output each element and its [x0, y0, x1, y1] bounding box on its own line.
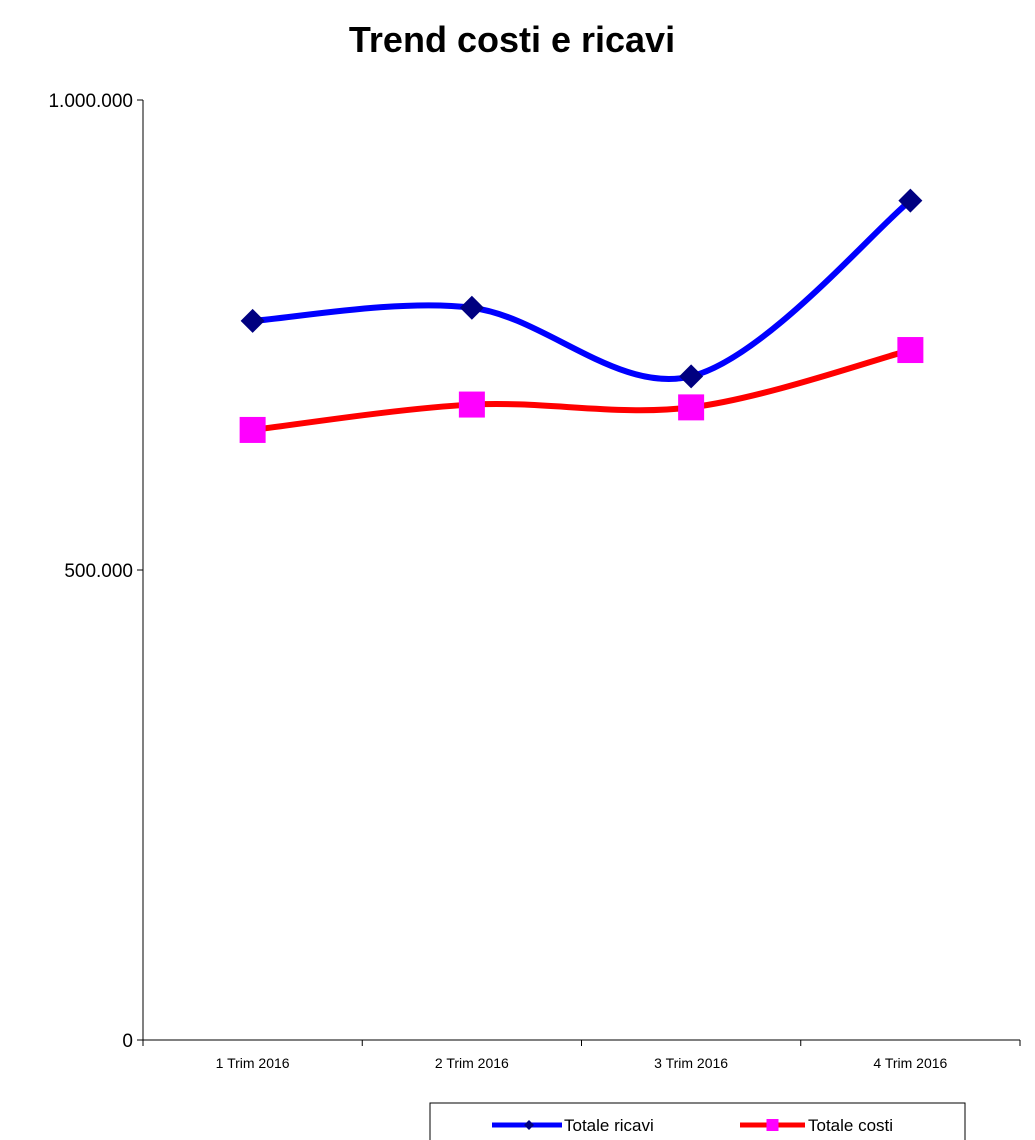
y-tick-label: 1.000.000 — [48, 91, 133, 112]
data-point — [679, 364, 704, 389]
legend: Totale ricavi Totale costi — [429, 1102, 966, 1140]
data-point — [897, 337, 924, 364]
chart-title: Trend costi e ricavi — [349, 19, 675, 60]
x-tick-label: 4 Trim 2016 — [873, 1055, 947, 1071]
series-1 — [240, 188, 923, 389]
legend-item: Totale ricavi — [492, 1116, 654, 1135]
data-point — [459, 295, 484, 320]
series-line — [249, 347, 914, 433]
x-tick-label: 2 Trim 2016 — [435, 1055, 509, 1071]
series-line — [249, 197, 914, 382]
x-tick-label: 1 Trim 2016 — [216, 1055, 290, 1071]
y-tick-label: 0 — [122, 1031, 133, 1052]
data-point — [458, 391, 485, 418]
data-point — [678, 394, 705, 421]
axes: 0 500.000 1.000.000 1 Trim 2016 2 Trim 2016 3… — [48, 91, 1021, 1071]
series-layer — [239, 188, 924, 443]
data-point — [239, 416, 266, 443]
legend-item: Totale costi — [740, 1116, 893, 1135]
x-tick-label: 3 Trim 2016 — [654, 1055, 728, 1071]
data-point — [240, 308, 265, 333]
legend-box — [429, 1102, 966, 1140]
y-tick-label: 500.000 — [64, 561, 133, 582]
data-point — [898, 188, 923, 213]
legend-swatch-marker — [766, 1119, 779, 1131]
legend-label: Totale costi — [808, 1116, 893, 1135]
series-2 — [239, 337, 924, 443]
legend-swatch-marker — [524, 1120, 534, 1130]
legend-label: Totale ricavi — [564, 1116, 654, 1135]
